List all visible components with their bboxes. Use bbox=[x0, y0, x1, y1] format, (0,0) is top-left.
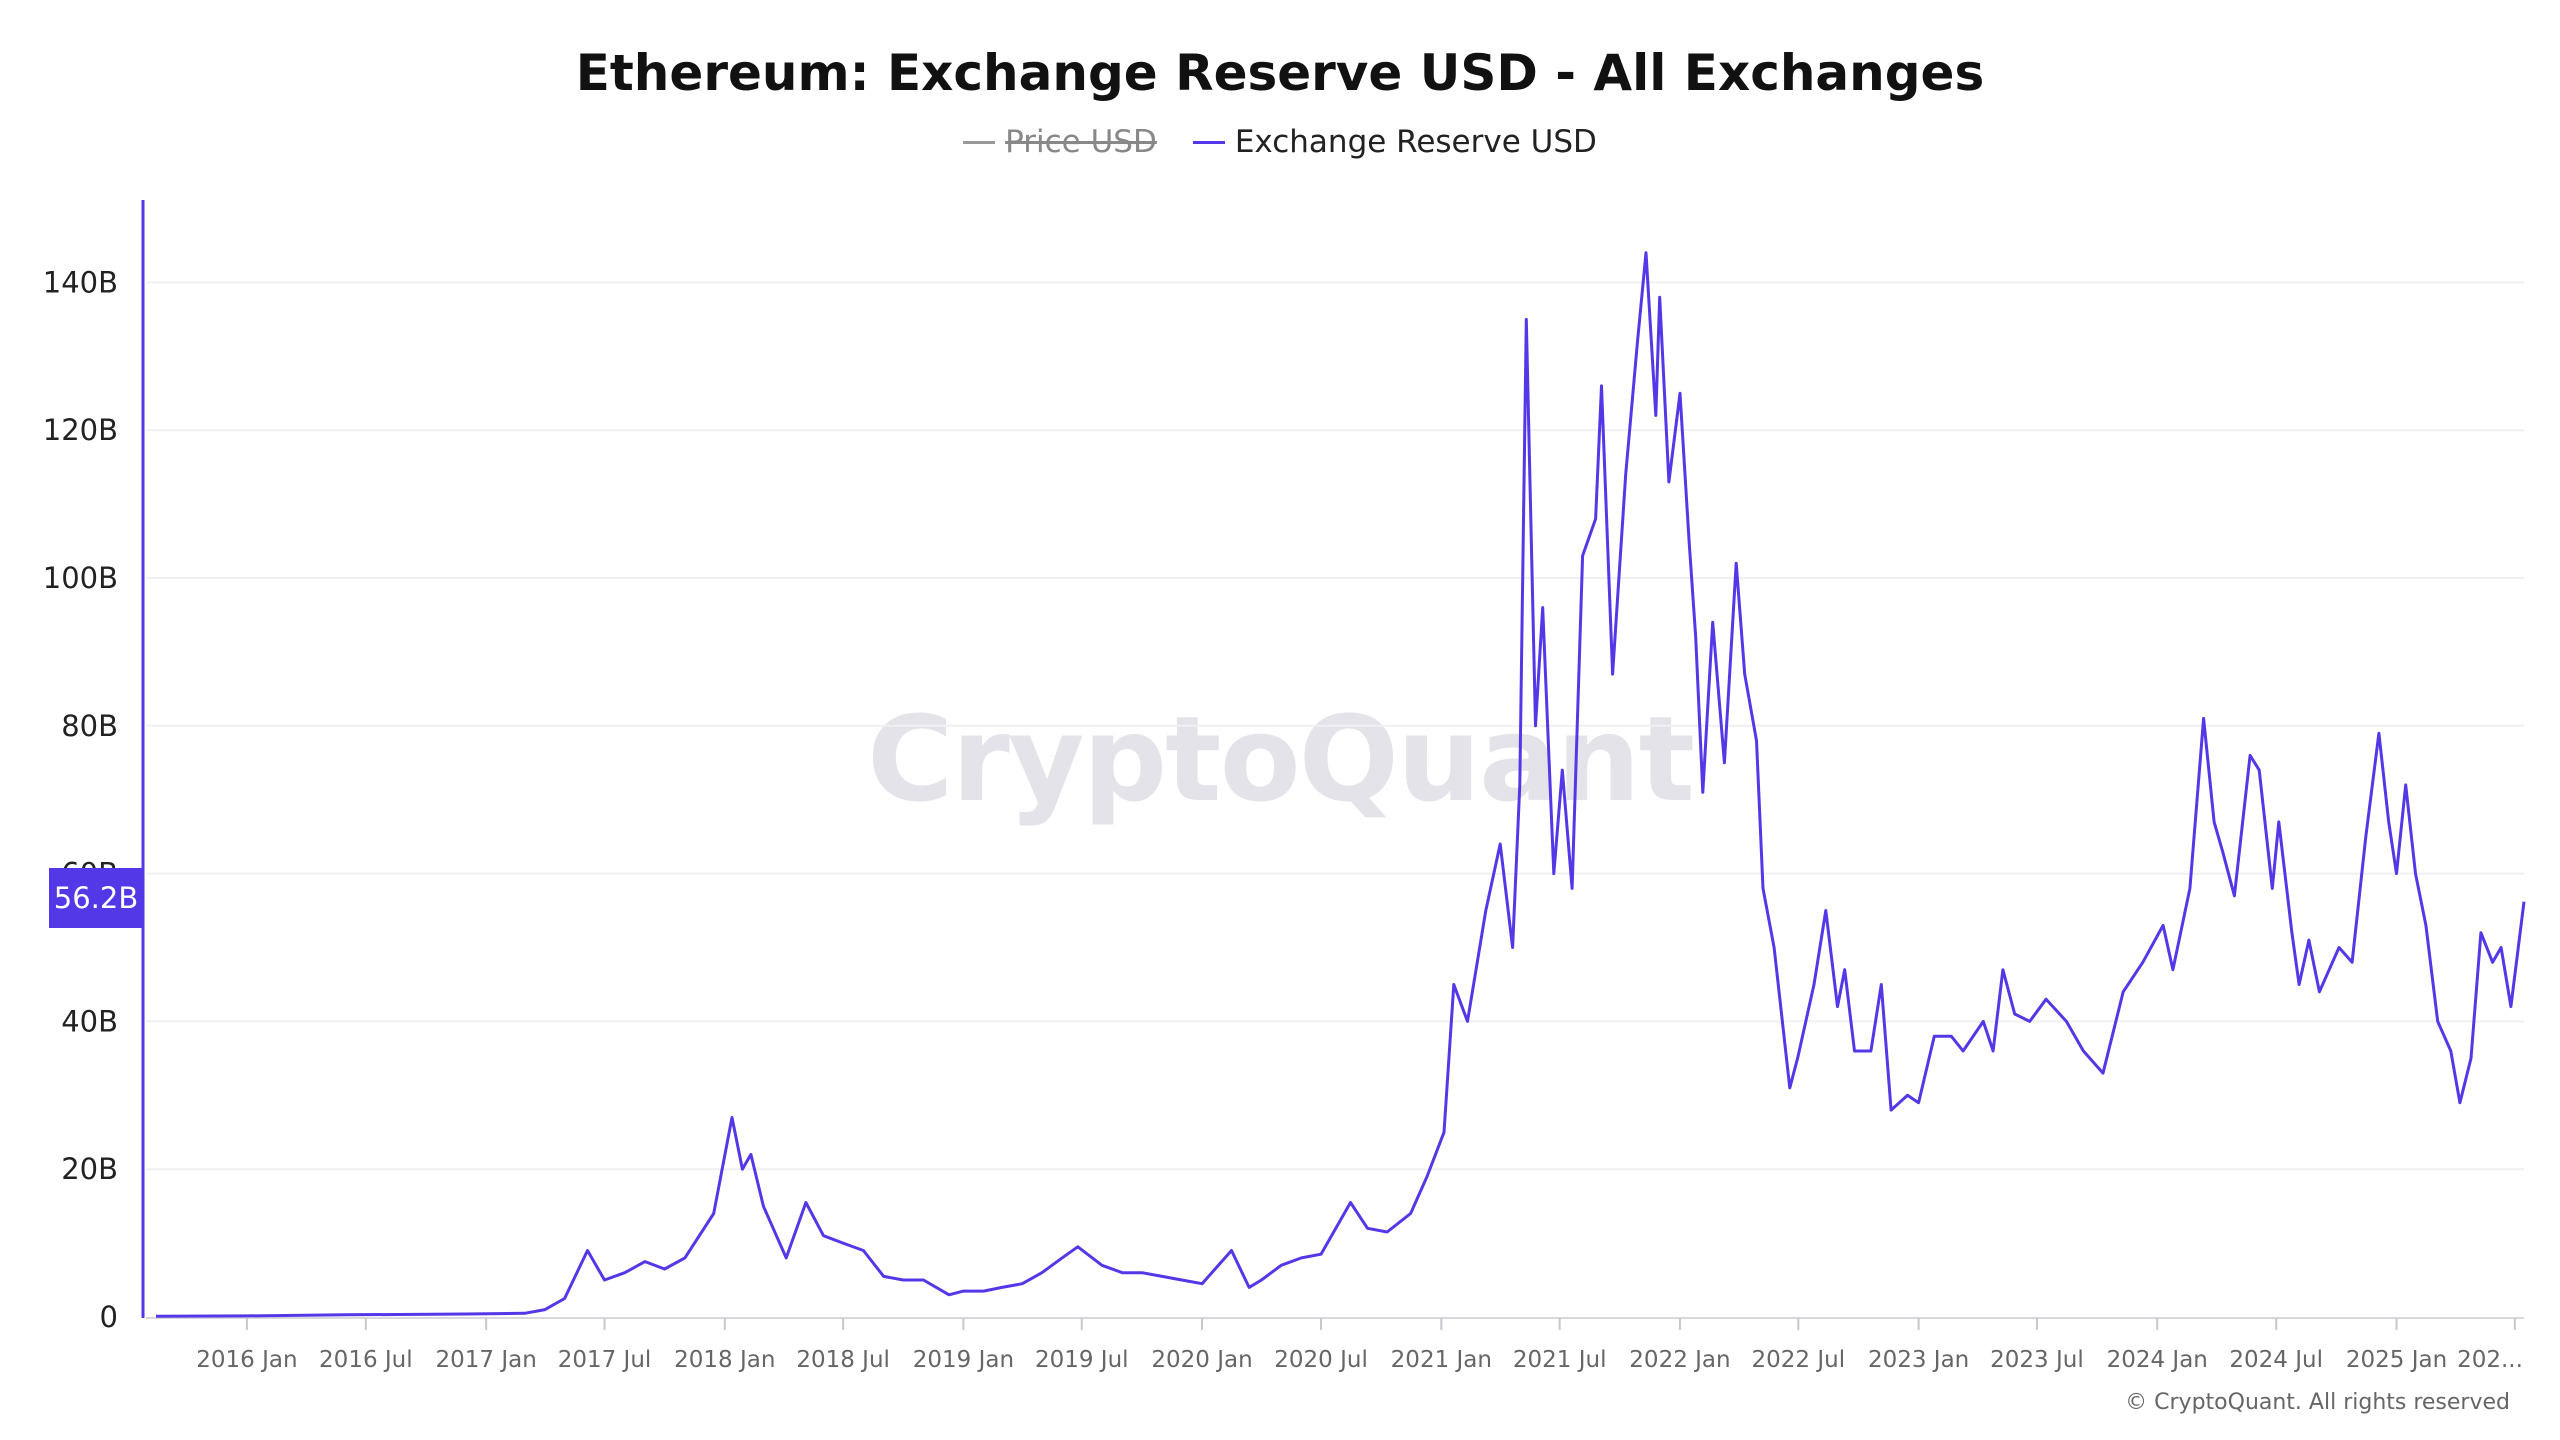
x-tick-label: 2024 Jul bbox=[2229, 1347, 2323, 1373]
x-tick-label: 2018 Jan bbox=[674, 1347, 775, 1373]
x-tick-label: 2022 Jan bbox=[1629, 1347, 1730, 1373]
y-tick-label: 120B bbox=[43, 413, 118, 447]
x-tick-label: 2021 Jul bbox=[1513, 1347, 1607, 1373]
last-value-badge: 56.2B bbox=[49, 868, 143, 928]
x-tick-label: 2023 Jul bbox=[1990, 1347, 2084, 1373]
chart-title: Ethereum: Exchange Reserve USD - All Exc… bbox=[575, 44, 1985, 102]
x-tick-label: 2020 Jan bbox=[1151, 1347, 1252, 1373]
legend-label-reserve: Exchange Reserve USD bbox=[1234, 124, 1597, 160]
x-tick-label: 2022 Jul bbox=[1751, 1347, 1845, 1373]
x-tick-label: 2024 Jan bbox=[2107, 1347, 2208, 1373]
x-tick-label: 2025 Jan bbox=[2346, 1347, 2447, 1373]
copyright: © CryptoQuant. All rights reserved bbox=[2125, 1390, 2510, 1415]
series-line-exchange-reserve bbox=[155, 251, 2526, 1318]
x-tick-label: 2018 Jul bbox=[796, 1347, 890, 1373]
x-tick-label: 2017 Jul bbox=[558, 1347, 652, 1373]
y-tick-label: 80B bbox=[61, 709, 118, 743]
x-tick-label: 2019 Jan bbox=[913, 1347, 1014, 1373]
legend-item-price-usd[interactable]: Price USD bbox=[963, 124, 1157, 160]
legend: Price USD Exchange Reserve USD bbox=[0, 124, 2560, 160]
legend-label-price: Price USD bbox=[1005, 124, 1157, 160]
x-tick-label: 2019 Jul bbox=[1035, 1347, 1129, 1373]
x-tick-label: 2016 Jul bbox=[319, 1347, 413, 1373]
y-tick-label: 20B bbox=[61, 1152, 118, 1186]
y-tick-label: 100B bbox=[43, 561, 118, 595]
x-tick-label: 2021 Jan bbox=[1391, 1347, 1492, 1373]
x-tick-label: 202... bbox=[2457, 1347, 2523, 1373]
x-tick-label: 2020 Jul bbox=[1274, 1347, 1368, 1373]
x-tick-label: 2016 Jan bbox=[196, 1347, 297, 1373]
x-tick-label: 2017 Jan bbox=[436, 1347, 537, 1373]
y-tick-label: 140B bbox=[43, 265, 118, 299]
y-tick-label: 40B bbox=[61, 1004, 118, 1038]
legend-swatch-reserve bbox=[1192, 140, 1225, 144]
x-tick-label: 2023 Jan bbox=[1868, 1347, 1969, 1373]
legend-swatch-price bbox=[963, 140, 996, 144]
watermark: CryptoQuant bbox=[866, 690, 1695, 828]
y-tick-label: 0 bbox=[100, 1300, 118, 1334]
legend-item-exchange-reserve[interactable]: Exchange Reserve USD bbox=[1192, 124, 1597, 160]
